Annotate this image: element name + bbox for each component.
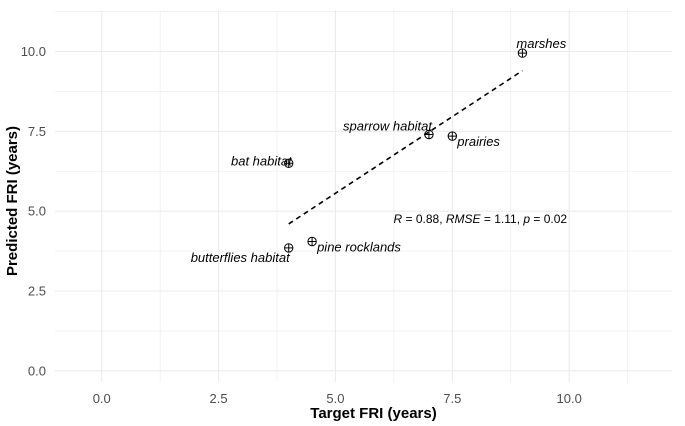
y-axis-title: Predicted FRI (years) — [4, 126, 21, 276]
x-tick-label: 0.0 — [93, 391, 111, 406]
stats-annotation-part: p — [522, 212, 530, 226]
point-label: pine rocklands — [316, 240, 401, 255]
x-tick-label: 7.5 — [443, 391, 461, 406]
x-axis-title: Target FRI (years) — [310, 405, 436, 422]
data-point — [284, 158, 294, 168]
y-tick-label: 0.0 — [28, 363, 46, 378]
data-point — [307, 236, 317, 247]
x-tick-label: 5.0 — [326, 391, 344, 406]
stats-annotation-part: = 0.88, — [402, 212, 446, 226]
y-tick-label: 2.5 — [28, 283, 46, 298]
point-label: sparrow habitat — [343, 119, 433, 134]
data-point — [517, 48, 528, 58]
y-tick-label: 7.5 — [28, 124, 46, 139]
data-point — [447, 131, 458, 141]
y-tick-label: 10.0 — [21, 44, 46, 59]
regression-line — [288, 70, 523, 225]
point-label: prairies — [456, 134, 500, 149]
data-point — [424, 129, 434, 140]
x-tick-label: 2.5 — [210, 391, 228, 406]
data-point — [284, 243, 294, 253]
x-tick-label: 10.0 — [557, 391, 582, 406]
point-label: bat habitat — [231, 153, 293, 168]
y-tick-label: 5.0 — [28, 204, 46, 219]
point-label: marshes — [516, 36, 566, 51]
point-label: butterflies habitat — [191, 250, 291, 265]
stats-annotation-part: = 1.11, — [481, 212, 524, 226]
stats-annotation-part: R — [394, 212, 403, 226]
stats-annotation-part: = 0.02 — [530, 212, 567, 226]
stats-annotation-part: RMSE — [446, 212, 482, 226]
stats-annotation: R = 0.88, RMSE = 1.11, p = 0.02 — [394, 212, 568, 226]
